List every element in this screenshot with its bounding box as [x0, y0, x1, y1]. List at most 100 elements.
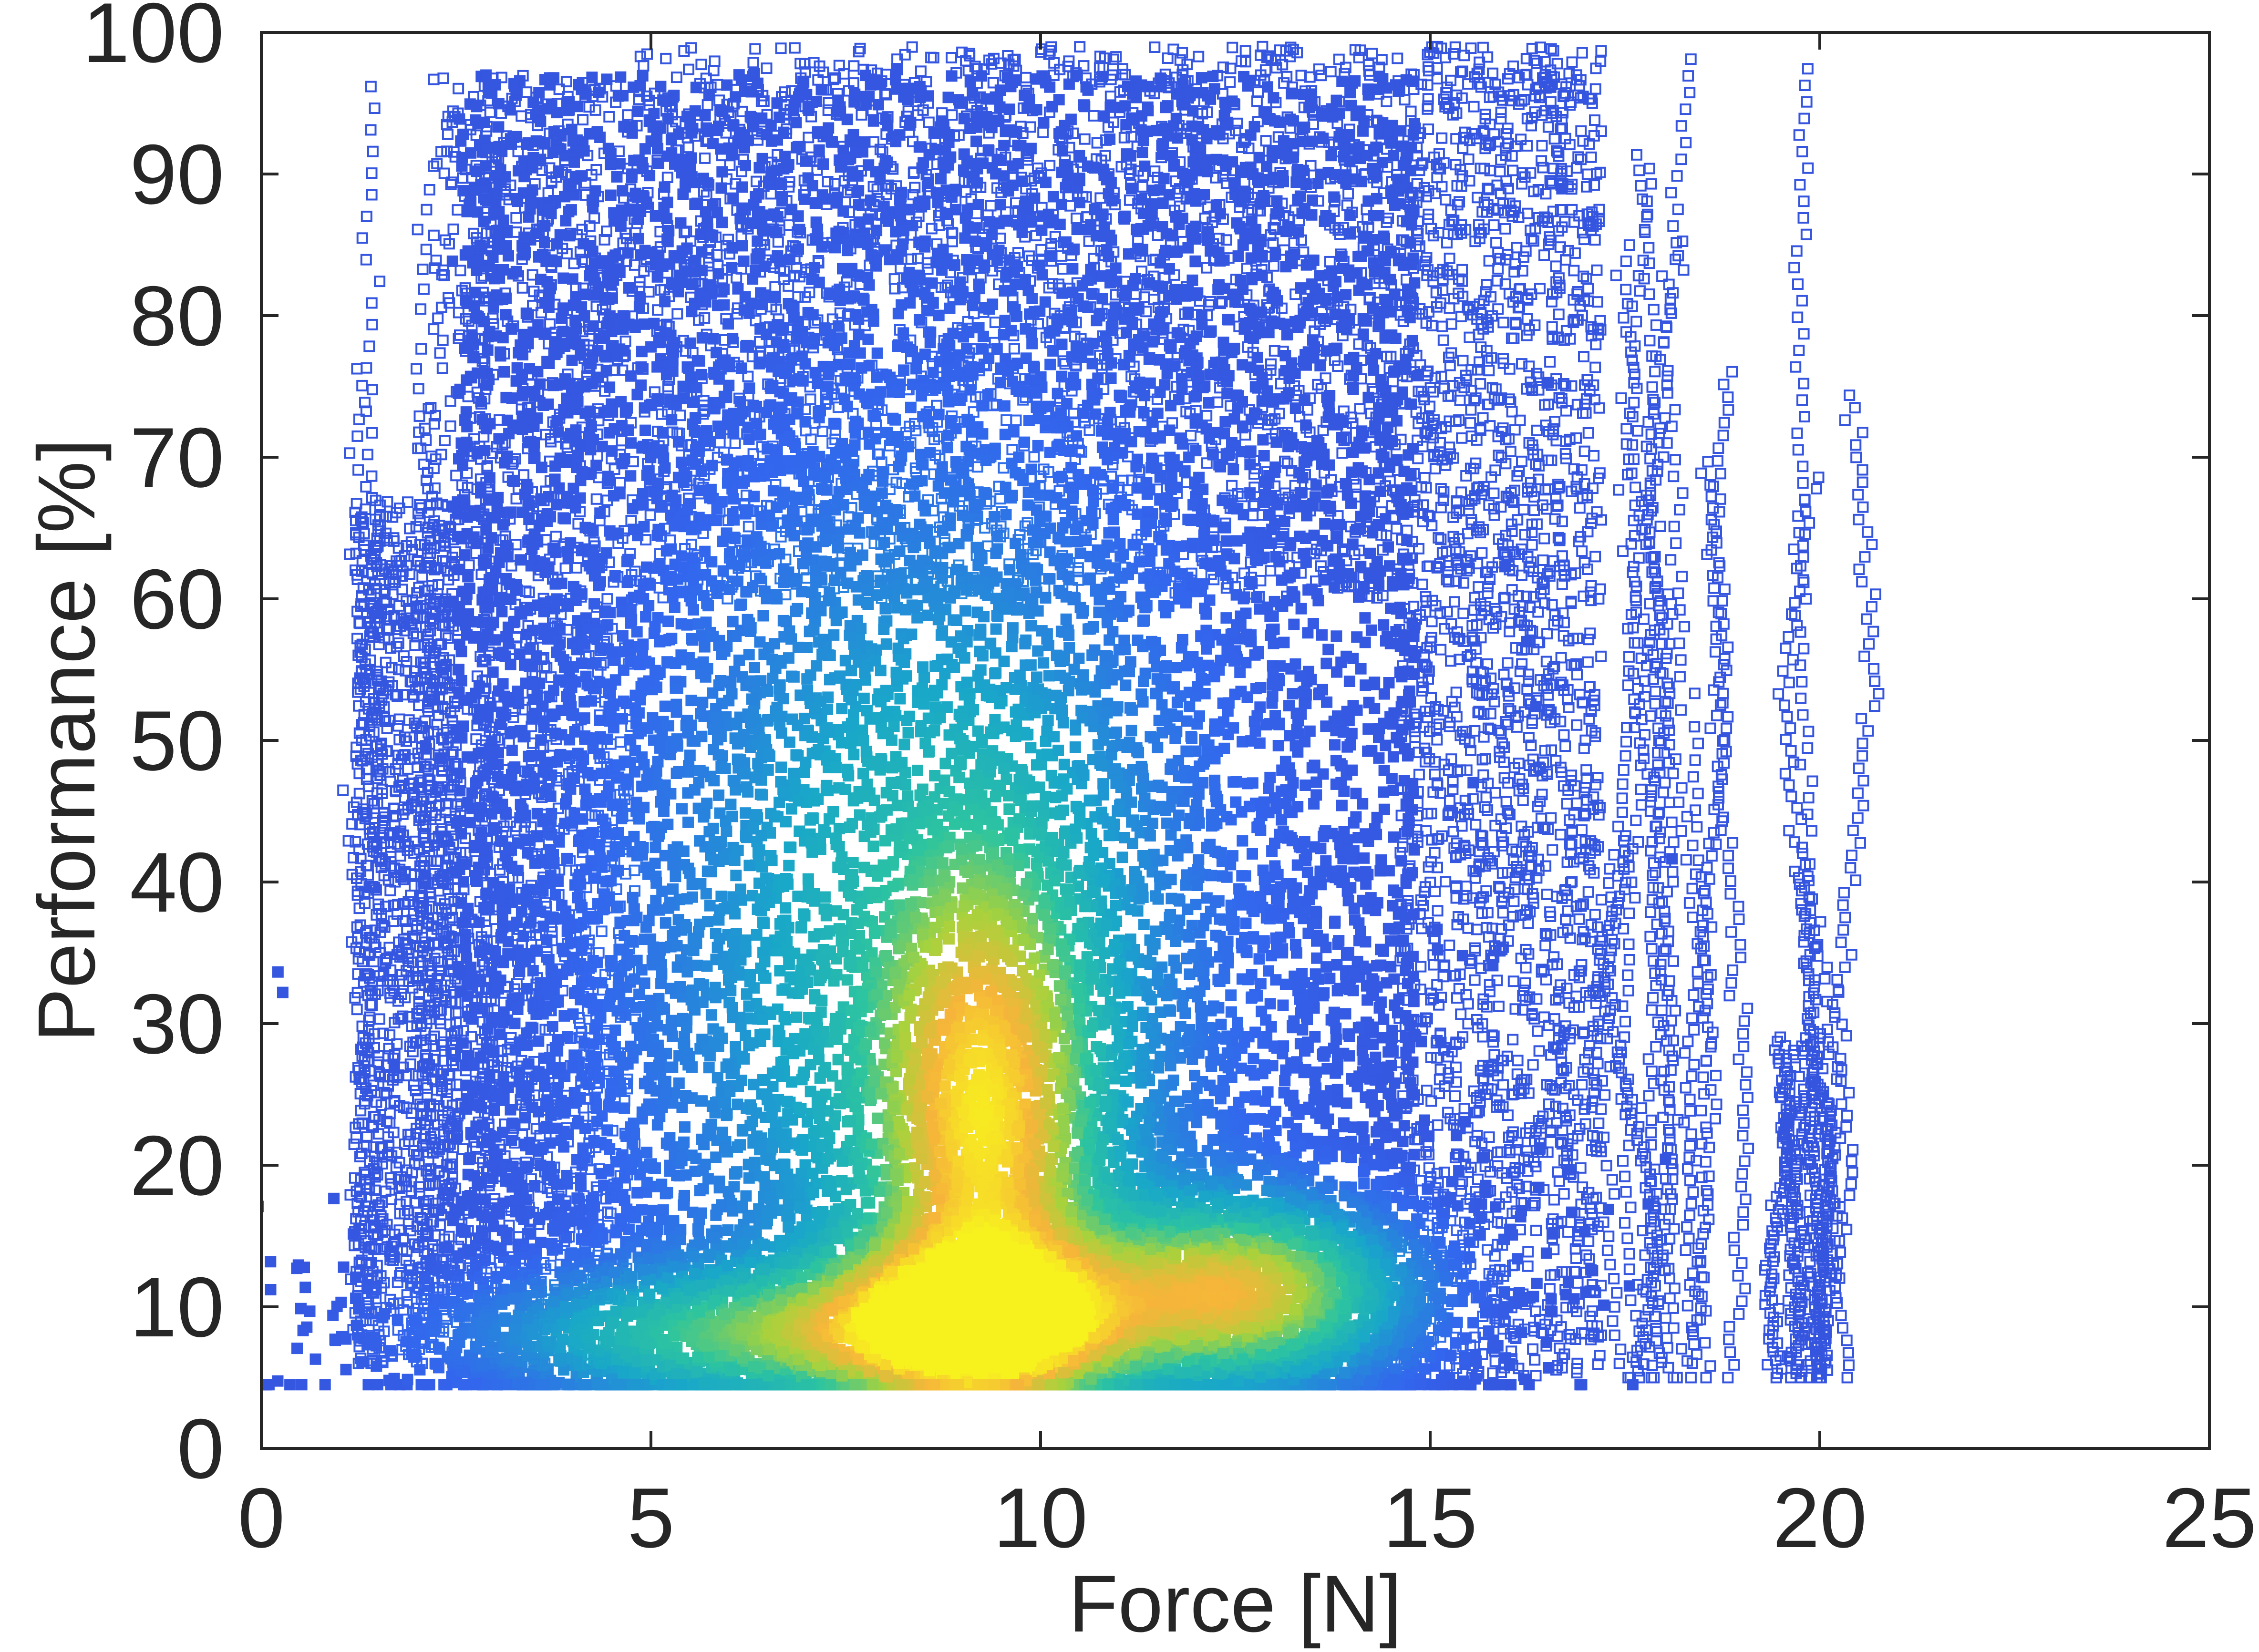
- data-point: [880, 638, 892, 650]
- data-point: [727, 493, 739, 505]
- data-point: [656, 968, 668, 980]
- data-point: [1385, 1088, 1397, 1100]
- data-point: [1253, 152, 1265, 164]
- data-point: [926, 277, 938, 289]
- data-point: [1254, 603, 1266, 615]
- data-point: [949, 204, 961, 215]
- data-point: [718, 299, 730, 311]
- data-point: [751, 929, 763, 941]
- data-point: [1377, 73, 1389, 85]
- data-point: [1201, 234, 1213, 246]
- data-point: [557, 272, 569, 284]
- data-point: [699, 641, 711, 653]
- data-point: [1315, 842, 1327, 854]
- data-point: [740, 934, 752, 946]
- data-point: [517, 328, 529, 340]
- data-point: [942, 92, 954, 103]
- data-point: [1183, 786, 1194, 798]
- data-point: [1400, 156, 1412, 168]
- data-point: [862, 333, 874, 345]
- data-point: [902, 727, 914, 739]
- data-point: [899, 767, 911, 779]
- data-point: [601, 73, 613, 85]
- data-point: [705, 1009, 717, 1021]
- data-point: [1274, 318, 1286, 329]
- data-point: [1293, 1108, 1305, 1120]
- data-point: [726, 811, 738, 822]
- data-point: [631, 1187, 643, 1199]
- data-point: [853, 328, 865, 340]
- data-point: [1320, 657, 1332, 669]
- data-point: [1328, 1129, 1340, 1140]
- data-point: [1074, 547, 1086, 559]
- data-point: [714, 807, 726, 819]
- data-point: [588, 598, 600, 610]
- data-point: [736, 181, 748, 193]
- data-point: [1230, 796, 1242, 808]
- data-point: [670, 871, 681, 882]
- data-point: [1378, 786, 1390, 798]
- data-point: [685, 152, 697, 164]
- data-point: [1347, 446, 1359, 458]
- data-point: [1355, 663, 1367, 675]
- data-point: [704, 1050, 716, 1062]
- data-point: [736, 240, 748, 252]
- data-point: [1239, 1091, 1251, 1103]
- data-point: [716, 216, 728, 228]
- data-point: [1057, 522, 1069, 534]
- data-point: [645, 341, 657, 353]
- data-point: [1378, 945, 1389, 957]
- data-point: [695, 708, 707, 719]
- data-point: [703, 1062, 715, 1074]
- data-point: [1331, 630, 1342, 642]
- data-point: [576, 301, 588, 313]
- data-point: [1385, 602, 1397, 614]
- data-point: [1261, 1031, 1273, 1043]
- data-point: [1131, 453, 1143, 465]
- data-point: [1240, 657, 1252, 668]
- data-point: [875, 665, 887, 677]
- data-point: [1159, 379, 1171, 391]
- data-point: [757, 946, 769, 958]
- data-point: [1368, 364, 1380, 376]
- data-point: [647, 904, 659, 916]
- data-point: [1280, 1064, 1292, 1076]
- data-point: [498, 366, 510, 378]
- data-point: [1053, 472, 1064, 483]
- data-point: [1040, 790, 1052, 802]
- data-point: [500, 391, 512, 403]
- data-point: [731, 1166, 743, 1178]
- data-point: [616, 596, 628, 608]
- data-point: [604, 1088, 616, 1100]
- data-point: [1320, 1118, 1332, 1129]
- data-point: [958, 148, 970, 160]
- data-point: [820, 910, 832, 922]
- data-point: [732, 844, 744, 856]
- data-point: [1320, 961, 1332, 973]
- data-point: [1249, 1094, 1261, 1106]
- data-point: [673, 1077, 685, 1089]
- data-point: [651, 271, 663, 283]
- data-point: [1272, 740, 1284, 751]
- data-point: [455, 135, 467, 147]
- data-point: [1222, 729, 1234, 740]
- data-point: [1388, 884, 1400, 896]
- data-point: [805, 1086, 816, 1098]
- data-point: [887, 856, 899, 868]
- data-point: [1173, 809, 1185, 821]
- data-point: [660, 1076, 671, 1088]
- data-point: [1268, 637, 1279, 649]
- data-point: [1237, 359, 1248, 371]
- data-point: [1025, 742, 1037, 754]
- data-point: [990, 623, 1002, 635]
- data-point: [1307, 917, 1319, 929]
- data-point: [1146, 817, 1158, 829]
- data-point: [1253, 953, 1265, 965]
- data-point: [1095, 665, 1107, 677]
- data-point: [819, 891, 831, 903]
- data-point: [1184, 700, 1196, 712]
- data-point: [878, 624, 890, 635]
- data-point: [1319, 518, 1331, 530]
- data-point: [1231, 535, 1243, 547]
- data-point: [1123, 248, 1135, 260]
